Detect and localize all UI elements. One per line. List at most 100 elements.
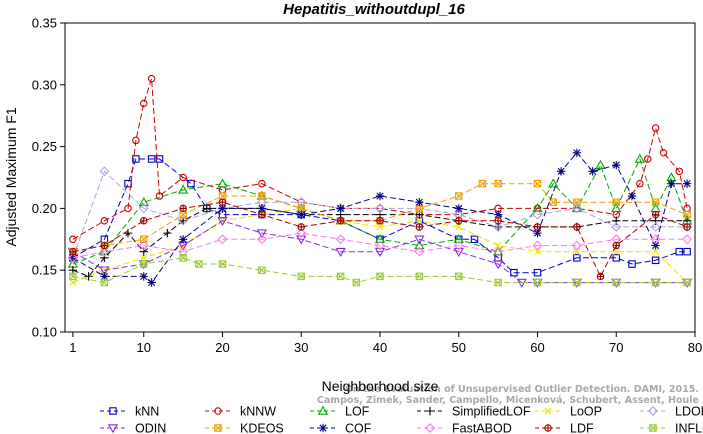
data-point xyxy=(147,74,156,83)
data-point xyxy=(682,179,692,188)
series-cof xyxy=(68,148,692,287)
data-point xyxy=(132,155,140,163)
data-point xyxy=(415,198,424,207)
watermark-line-2: Campos, Zimek, Sander, Campello, Micenko… xyxy=(317,395,699,406)
legend-label: LoOP xyxy=(570,405,602,419)
data-point xyxy=(571,203,582,214)
x-axis-label: Neighborhood size xyxy=(322,378,439,394)
data-point xyxy=(651,241,660,250)
data-point xyxy=(683,278,691,287)
data-point xyxy=(139,272,148,281)
data-point xyxy=(218,198,227,206)
y-tick-label: 0.20 xyxy=(32,201,57,216)
legend-item-simplifiedlof: SimplifiedLOF xyxy=(417,405,531,419)
data-point xyxy=(68,253,78,263)
series-line xyxy=(72,170,688,258)
data-point xyxy=(493,246,504,257)
x-tick-label: 80 xyxy=(688,340,702,355)
data-point xyxy=(573,278,581,287)
data-point xyxy=(627,191,637,201)
legend-label: FastABOD xyxy=(452,422,512,434)
data-point xyxy=(612,241,621,250)
data-point xyxy=(596,272,605,281)
data-point xyxy=(612,198,620,206)
data-point xyxy=(67,252,78,263)
data-point xyxy=(218,192,227,200)
data-point xyxy=(588,167,597,176)
data-point xyxy=(649,424,657,432)
data-point xyxy=(375,203,385,214)
data-point xyxy=(494,179,502,188)
legend-item-ldof: LDOF xyxy=(640,405,703,419)
data-point xyxy=(124,179,132,188)
data-point xyxy=(318,423,328,433)
x-tick-label: 70 xyxy=(609,340,623,355)
data-point xyxy=(532,209,543,220)
series-inflo xyxy=(69,254,691,287)
data-point xyxy=(636,179,644,188)
data-point xyxy=(217,178,228,188)
data-point xyxy=(214,424,222,432)
data-point xyxy=(595,159,606,169)
data-point xyxy=(683,247,691,256)
legend-label: COF xyxy=(345,422,372,434)
data-point xyxy=(572,148,582,157)
watermark-line-1: On the Evaluation of Unsupervised Outlie… xyxy=(345,384,699,395)
series-line xyxy=(72,207,688,284)
data-point xyxy=(140,254,148,262)
legend-label: SimplifiedLOF xyxy=(452,405,531,419)
data-point xyxy=(376,272,384,281)
data-point xyxy=(478,179,487,188)
data-point xyxy=(257,204,267,213)
data-point xyxy=(533,179,542,188)
data-point xyxy=(147,278,156,287)
data-point xyxy=(652,248,660,256)
data-point xyxy=(100,253,109,263)
legend-item-kdeos: KDEOS xyxy=(205,422,284,434)
data-point xyxy=(573,254,581,262)
legend-item-loop: LoOP xyxy=(535,405,602,419)
data-point xyxy=(317,405,329,415)
data-point xyxy=(493,221,504,232)
data-point xyxy=(69,247,77,256)
data-point xyxy=(425,406,435,416)
data-point xyxy=(296,235,307,245)
data-point xyxy=(178,215,189,226)
y-tick-label: 0.10 xyxy=(32,325,57,340)
data-point xyxy=(100,278,109,287)
data-point xyxy=(139,247,148,256)
data-point xyxy=(297,272,305,281)
data-point xyxy=(453,240,464,251)
data-point xyxy=(414,246,425,257)
data-point xyxy=(425,423,435,433)
data-point xyxy=(556,167,566,176)
data-point xyxy=(256,229,268,239)
data-point xyxy=(69,272,77,281)
data-point xyxy=(296,228,307,239)
data-point xyxy=(376,223,384,231)
data-point xyxy=(376,217,384,225)
data-point xyxy=(651,256,660,265)
data-point xyxy=(296,197,307,208)
data-point xyxy=(415,204,424,213)
data-point xyxy=(374,233,386,244)
data-point xyxy=(138,203,149,214)
data-point xyxy=(532,240,543,251)
data-point xyxy=(611,221,622,232)
data-point xyxy=(643,155,652,163)
series-line xyxy=(72,158,688,274)
data-point xyxy=(258,266,266,274)
series-kdeos xyxy=(69,179,691,256)
data-point xyxy=(651,198,660,206)
x-tick-label: 40 xyxy=(373,340,387,355)
data-point xyxy=(84,272,93,281)
series-line xyxy=(72,157,688,265)
data-point xyxy=(648,406,658,416)
data-point xyxy=(453,247,464,257)
legend-label: LDOF xyxy=(675,405,703,419)
plot-frame xyxy=(64,22,696,333)
data-point xyxy=(415,223,424,231)
series-line xyxy=(72,201,688,278)
data-point xyxy=(549,198,557,206)
data-point xyxy=(138,196,149,206)
